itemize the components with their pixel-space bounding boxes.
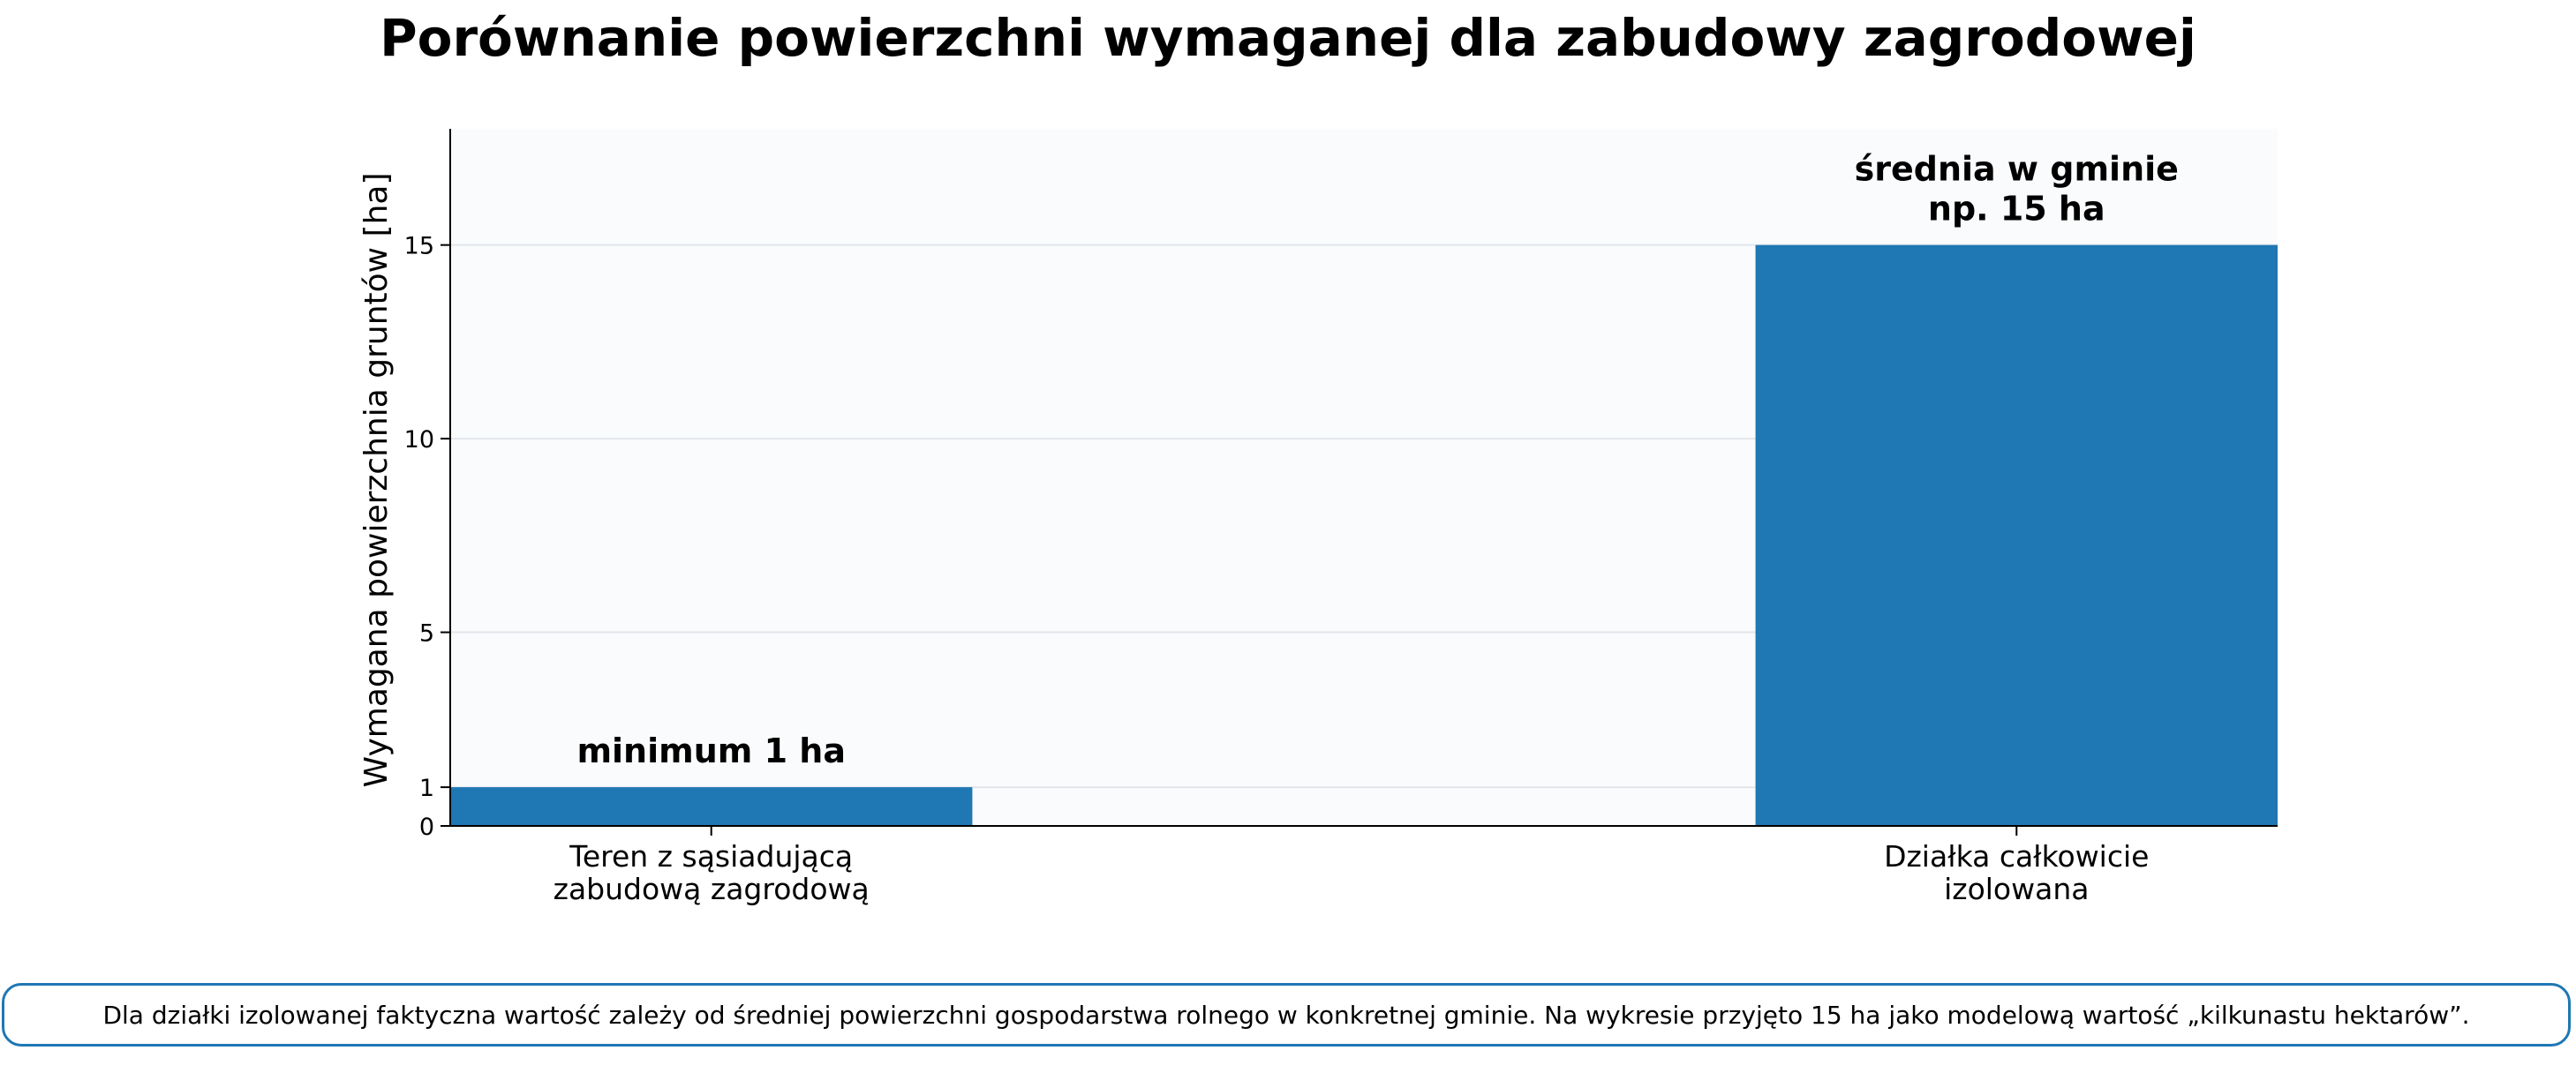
y-tick-label: 5 — [419, 620, 434, 648]
bar-value-label: średnia w gminie np. 15 ha — [1855, 150, 2179, 229]
bar — [450, 787, 973, 826]
y-tick-label: 10 — [404, 426, 434, 454]
footnote-text: Dla działki izolowanej faktyczna wartość… — [102, 1000, 2470, 1030]
bar-value-labels: minimum 1 ha średnia w gminie np. 15 ha — [576, 150, 2178, 770]
chart-title: Porównanie powierzchni wymaganej dla zab… — [380, 8, 2196, 68]
x-tick-label: Działka całkowicie izolowana — [1884, 839, 2149, 906]
y-tick-label: 15 — [404, 233, 434, 260]
x-tick-label: Teren z sąsiadującą zabudową zagrodową — [554, 839, 870, 906]
footnote-box: Dla działki izolowanej faktyczna wartość… — [2, 983, 2571, 1047]
bars — [450, 244, 2278, 827]
x-axis-ticks: Teren z sąsiadującą zabudową zagrodową Dzi… — [554, 826, 2149, 906]
y-tick-label: 1 — [419, 775, 434, 802]
bar-value-label: minimum 1 ha — [576, 732, 846, 770]
y-axis-label: Wymagana powierzchnia gruntów [ha] — [358, 172, 395, 787]
y-tick-label: 0 — [419, 814, 434, 841]
bar — [1755, 244, 2278, 827]
